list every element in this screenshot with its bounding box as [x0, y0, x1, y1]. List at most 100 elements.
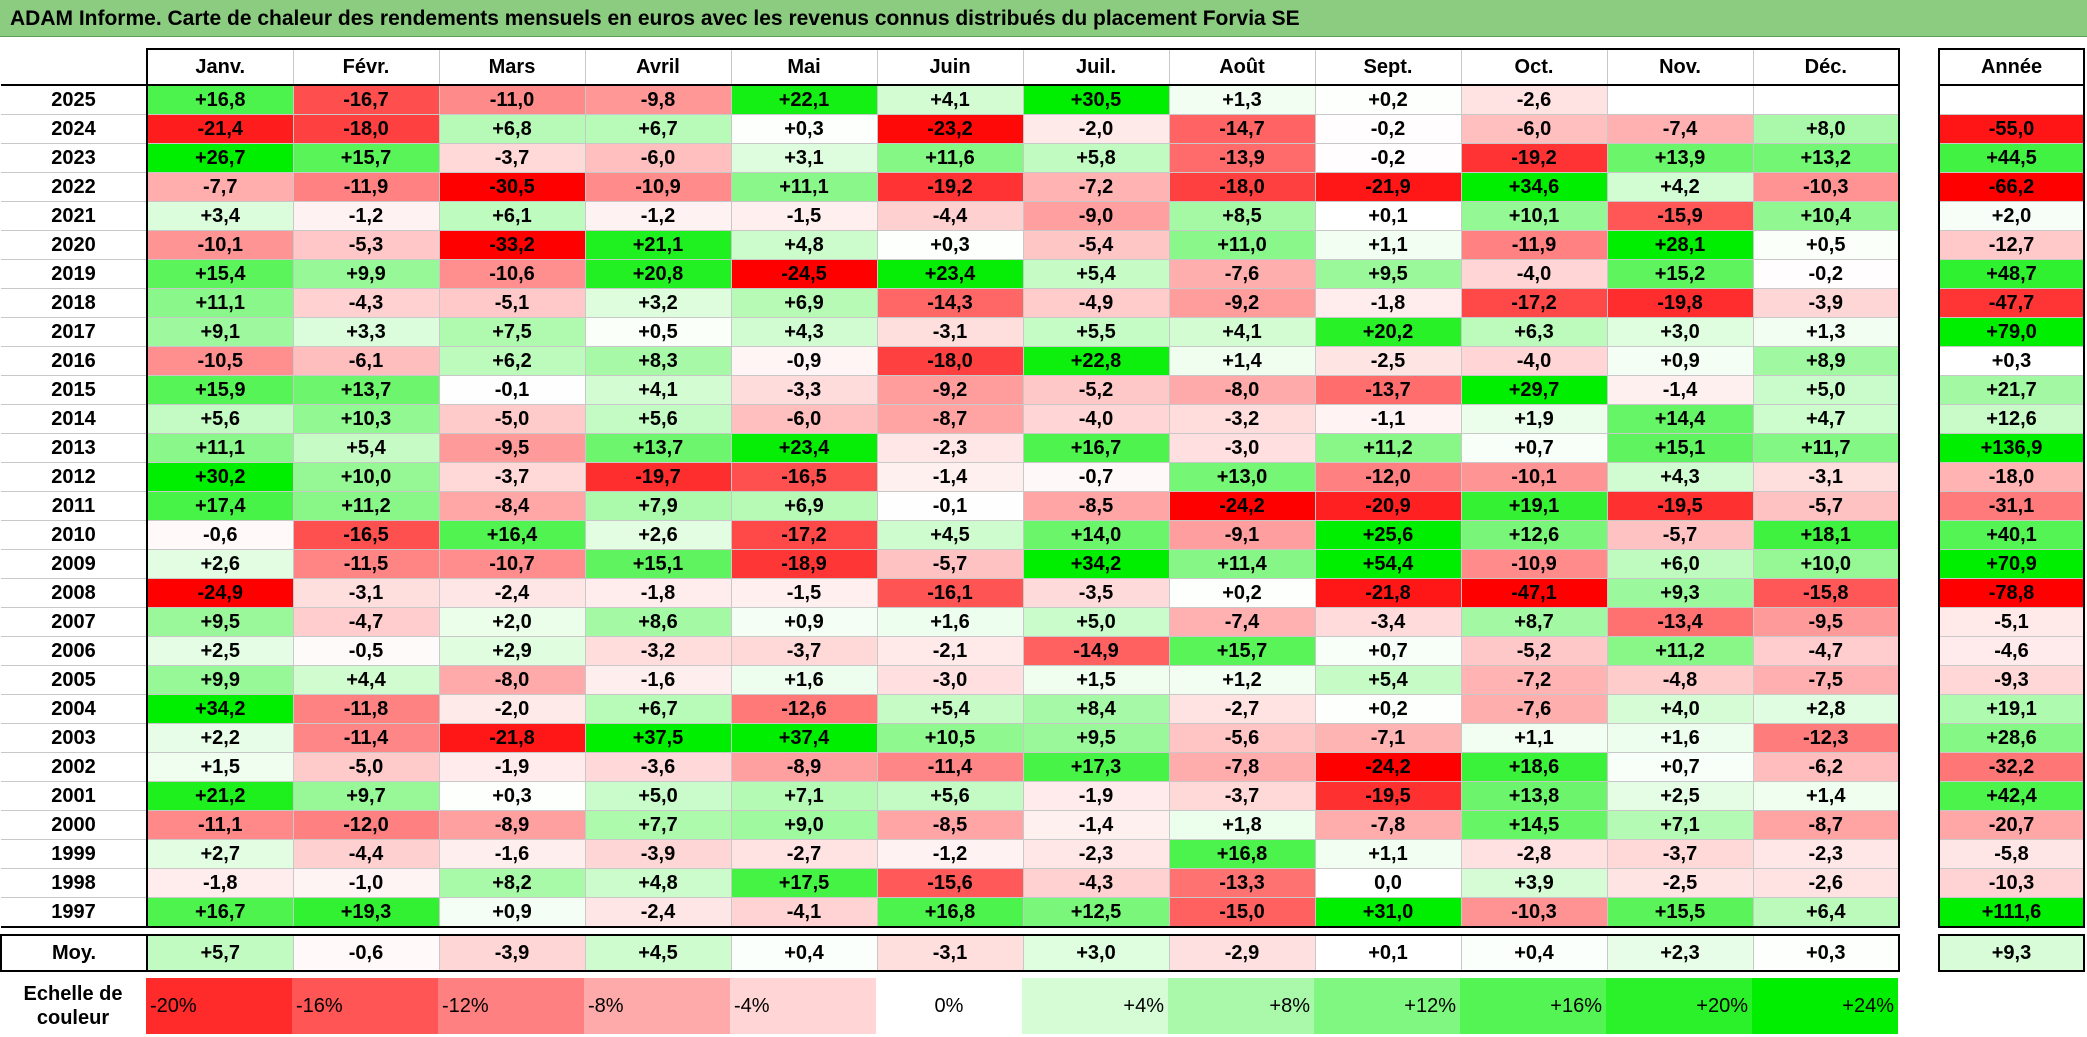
heat-cell: -17,2 — [1460, 288, 1608, 318]
heat-cell: +5,5 — [1022, 317, 1170, 347]
heat-cell: -5,3 — [292, 230, 440, 260]
heat-cell: +30,2 — [146, 462, 294, 492]
heat-cell: -6,0 — [730, 404, 878, 434]
heat-cell: -3,3 — [730, 375, 878, 405]
annual-cell: -9,3 — [1938, 665, 2085, 695]
heat-cell: +2,5 — [1606, 781, 1754, 811]
heat-cell: +2,5 — [146, 636, 294, 666]
average-cell: -0,6 — [292, 934, 440, 972]
heat-cell: +1,6 — [1606, 723, 1754, 753]
annual-cell: -4,6 — [1938, 636, 2085, 666]
heat-cell: -4,7 — [292, 607, 440, 637]
heat-cell: -14,9 — [1022, 636, 1170, 666]
heat-cell: -7,1 — [1314, 723, 1462, 753]
year-label: 2012 — [1, 462, 148, 492]
year-label: 2014 — [1, 404, 148, 434]
heat-cell: -16,1 — [876, 578, 1024, 608]
table-row: 2024 -21,4 -18,0 +6,8 +6,7 +0,3 -23,2 -2,0 -14,7… — [1, 114, 1900, 144]
heat-cell: -21,8 — [438, 723, 586, 753]
annual-cell: -18,0 — [1938, 462, 2085, 492]
heat-cell: -19,7 — [584, 462, 732, 492]
heat-cell: +8,9 — [1752, 346, 1900, 376]
heat-cell: -0,9 — [730, 346, 878, 376]
table-row: 2005 +9,9 +4,4 -8,0 -1,6 +1,6 -3,0 +1,5 +1,2 +5,4… — [1, 665, 1900, 695]
heat-cell: +0,3 — [730, 114, 878, 144]
heat-cell: +3,1 — [730, 143, 878, 173]
heat-cell: 0,0 — [1314, 868, 1462, 898]
heat-cell: +8,7 — [1460, 607, 1608, 637]
heat-cell: -13,3 — [1168, 868, 1316, 898]
heat-cell: +5,0 — [584, 781, 732, 811]
heat-cell: +37,4 — [730, 723, 878, 753]
heat-cell: +18,6 — [1460, 752, 1608, 782]
average-cell: +0,3 — [1752, 934, 1900, 972]
heat-cell: -2,8 — [1460, 839, 1608, 869]
heat-cell: -2,7 — [1168, 694, 1316, 724]
annual-cell: -55,0 — [1938, 114, 2085, 144]
heat-cell: +1,1 — [1314, 230, 1462, 260]
heat-cell: -5,0 — [438, 404, 586, 434]
table-row: 2008 -24,9 -3,1 -2,4 -1,8 -1,5 -16,1 -3,5 +0,2 -2… — [1, 578, 1900, 608]
heat-cell: -19,8 — [1606, 288, 1754, 318]
scale-step: -4% — [730, 978, 876, 1034]
heat-cell: +15,1 — [1606, 433, 1754, 463]
heat-cell: +4,3 — [730, 317, 878, 347]
heat-cell: +11,2 — [1314, 433, 1462, 463]
heat-cell: -14,3 — [876, 288, 1024, 318]
heat-cell: +6,7 — [584, 694, 732, 724]
heat-cell: +6,9 — [730, 491, 878, 521]
heat-cell: +2,6 — [146, 549, 294, 579]
heat-cell: +11,1 — [730, 172, 878, 202]
heat-cell: +10,3 — [292, 404, 440, 434]
heat-cell: -11,5 — [292, 549, 440, 579]
scale-step: +16% — [1460, 978, 1606, 1034]
heat-cell: -1,2 — [292, 201, 440, 231]
heat-cell: -5,7 — [1752, 491, 1900, 521]
heat-cell: -8,7 — [876, 404, 1024, 434]
heat-cell: -11,9 — [292, 172, 440, 202]
year-label: 2024 — [1, 114, 148, 144]
heat-cell: -2,0 — [438, 694, 586, 724]
heat-cell: -1,8 — [1314, 288, 1462, 318]
average-cell: +3,0 — [1022, 934, 1170, 972]
heat-cell: +1,3 — [1168, 84, 1316, 115]
year-label: 1997 — [1, 897, 148, 928]
table-row: 2002 +1,5 -5,0 -1,9 -3,6 -8,9 -11,4 +17,3 -7,8 -2… — [1, 752, 1900, 782]
heat-cell: -4,3 — [1022, 868, 1170, 898]
heat-cell: +6,0 — [1606, 549, 1754, 579]
average-cell: +0,4 — [730, 934, 878, 972]
heat-cell: -6,0 — [584, 143, 732, 173]
heat-cell: -1,8 — [146, 868, 294, 898]
heat-cell: -1,0 — [292, 868, 440, 898]
heat-cell: +6,9 — [730, 288, 878, 318]
scale-step: -16% — [292, 978, 438, 1034]
heat-cell: -8,0 — [1168, 375, 1316, 405]
heat-cell: +21,2 — [146, 781, 294, 811]
heat-cell: +0,2 — [1314, 84, 1462, 115]
annual-cell: +44,5 — [1938, 143, 2085, 173]
heat-cell: -8,4 — [438, 491, 586, 521]
heat-cell: +0,5 — [1752, 230, 1900, 260]
heat-cell: -18,0 — [876, 346, 1024, 376]
heat-cell: +9,5 — [146, 607, 294, 637]
heat-cell: -3,0 — [1168, 433, 1316, 463]
annual-header: Année — [1938, 48, 2085, 86]
heat-cell: -16,5 — [292, 520, 440, 550]
heat-cell: +3,3 — [292, 317, 440, 347]
annual-cell: -47,7 — [1938, 288, 2085, 318]
heat-cell: +6,1 — [438, 201, 586, 231]
heat-cell: +12,5 — [1022, 897, 1170, 928]
heat-cell: +4,7 — [1752, 404, 1900, 434]
heat-cell: +17,3 — [1022, 752, 1170, 782]
heat-cell: -5,0 — [292, 752, 440, 782]
heat-cell: +11,6 — [876, 143, 1024, 173]
scale-step: 0% — [876, 978, 1022, 1034]
heat-cell: -8,7 — [1752, 810, 1900, 840]
heat-cell: +0,2 — [1314, 694, 1462, 724]
heat-cell: +6,7 — [584, 114, 732, 144]
heat-cell: -2,4 — [438, 578, 586, 608]
scale-step: +8% — [1168, 978, 1314, 1034]
heat-cell: -0,5 — [292, 636, 440, 666]
table-row: 2020 -10,1 -5,3 -33,2 +21,1 +4,8 +0,3 -5,4 +11,0… — [1, 230, 1900, 260]
heat-cell: +3,0 — [1606, 317, 1754, 347]
